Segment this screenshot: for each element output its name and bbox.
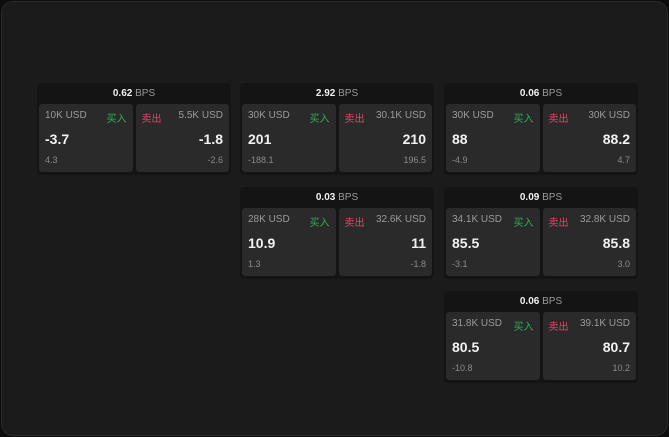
spread-header: 0.09 BPS (444, 187, 638, 208)
ask-size: 5.5K USD (178, 110, 223, 121)
sell-side-button[interactable]: 卖出 39.1K USD 80.7 10.2 (542, 312, 636, 380)
ask-size: 30K USD (588, 110, 630, 121)
ask-size: 39.1K USD (579, 318, 630, 329)
buy-side-button[interactable]: 34.1K USD 买入 85.5 -3.1 (446, 208, 540, 276)
bid-price: 88 (452, 131, 468, 147)
bid-price: -3.7 (45, 131, 70, 147)
bid-size: 30K USD (452, 110, 494, 121)
ask-change: 3.0 (617, 259, 630, 269)
bid-size: 30K USD (248, 110, 290, 121)
quote-card: 0.03 BPS 28K USD 买入 10.9 1.3 卖出 32.6K USD … (240, 187, 434, 279)
sell-label: 卖出 (548, 114, 569, 125)
spread-header: 0.62 BPS (37, 83, 231, 104)
bid-change: -188.1 (248, 155, 274, 165)
ask-change: 4.7 (617, 155, 630, 165)
spread-value: 0.03 (315, 192, 336, 203)
quote-card: 0.06 BPS 30K USD 买入 88 -4.9 卖出 30K USD 88.… (444, 83, 638, 175)
quote-card: 0.06 BPS 31.8K USD 买入 80.5 -10.8 卖出 39.1K … (444, 291, 638, 383)
sell-side-button[interactable]: 卖出 5.5K USD -1.8 -2.6 (135, 104, 229, 172)
buy-label: 买入 (513, 322, 534, 333)
spread-unit: BPS (542, 192, 563, 203)
bid-size: 34.1K USD (452, 214, 503, 225)
ask-size: 32.8K USD (579, 214, 630, 225)
quote-card: 0.09 BPS 34.1K USD 买入 85.5 -3.1 卖出 32.8K U… (444, 187, 638, 279)
ask-price: 80.7 (602, 339, 630, 355)
bid-price: 201 (248, 131, 272, 147)
sell-label: 卖出 (548, 322, 569, 333)
bid-change: -4.9 (452, 155, 468, 165)
spread-value: 2.92 (315, 88, 336, 99)
buy-side-button[interactable]: 31.8K USD 买入 80.5 -10.8 (446, 312, 540, 380)
ask-price: 88.2 (602, 131, 630, 147)
ask-change: 10.2 (612, 363, 630, 373)
spread-unit: BPS (338, 192, 359, 203)
spread-unit: BPS (542, 88, 563, 99)
sell-label: 卖出 (141, 114, 162, 125)
spread-header: 0.03 BPS (240, 187, 434, 208)
spread-value: 0.06 (519, 296, 540, 307)
bid-size: 28K USD (248, 214, 290, 225)
bid-change: 1.3 (248, 259, 261, 269)
sell-side-button[interactable]: 卖出 30.1K USD 210 196.5 (338, 104, 432, 172)
spread-value: 0.06 (519, 88, 540, 99)
buy-label: 买入 (513, 114, 534, 125)
bid-change: -3.1 (452, 259, 468, 269)
buy-side-button[interactable]: 30K USD 买入 201 -188.1 (242, 104, 336, 172)
spread-header: 0.06 BPS (444, 83, 638, 104)
ask-price: 210 (402, 131, 426, 147)
bid-change: -10.8 (452, 363, 473, 373)
ask-price: 11 (411, 235, 426, 251)
buy-label: 买入 (309, 114, 330, 125)
quote-card: 0.62 BPS 10K USD 买入 -3.7 4.3 卖出 5.5K USD -… (37, 83, 231, 175)
bid-change: 4.3 (45, 155, 58, 165)
ask-price: -1.8 (198, 131, 223, 147)
buy-label: 买入 (513, 218, 534, 229)
spread-value: 0.62 (112, 88, 133, 99)
bid-size: 10K USD (45, 110, 87, 121)
spread-header: 2.92 BPS (240, 83, 434, 104)
sell-label: 卖出 (344, 114, 365, 125)
buy-label: 买入 (106, 114, 127, 125)
bid-price: 80.5 (452, 339, 480, 355)
sell-label: 卖出 (344, 218, 365, 229)
buy-side-button[interactable]: 28K USD 买入 10.9 1.3 (242, 208, 336, 276)
sell-side-button[interactable]: 卖出 32.8K USD 85.8 3.0 (542, 208, 636, 276)
ask-size: 32.6K USD (375, 214, 426, 225)
ask-change: 196.5 (403, 155, 426, 165)
spread-unit: BPS (338, 88, 359, 99)
buy-side-button[interactable]: 30K USD 买入 88 -4.9 (446, 104, 540, 172)
bid-size: 31.8K USD (452, 318, 503, 329)
sell-label: 卖出 (548, 218, 569, 229)
buy-label: 买入 (309, 218, 330, 229)
ask-price: 85.8 (602, 235, 630, 251)
sell-side-button[interactable]: 卖出 32.6K USD 11 -1.8 (338, 208, 432, 276)
bid-price: 10.9 (248, 235, 276, 251)
ask-change: -1.8 (410, 259, 426, 269)
spread-header: 0.06 BPS (444, 291, 638, 312)
sell-side-button[interactable]: 卖出 30K USD 88.2 4.7 (542, 104, 636, 172)
quote-card: 2.92 BPS 30K USD 买入 201 -188.1 卖出 30.1K US… (240, 83, 434, 175)
ask-size: 30.1K USD (375, 110, 426, 121)
bid-price: 85.5 (452, 235, 480, 251)
spread-value: 0.09 (519, 192, 540, 203)
spread-unit: BPS (542, 296, 563, 307)
spread-unit: BPS (135, 88, 156, 99)
buy-side-button[interactable]: 10K USD 买入 -3.7 4.3 (39, 104, 133, 172)
ask-change: -2.6 (207, 155, 223, 165)
